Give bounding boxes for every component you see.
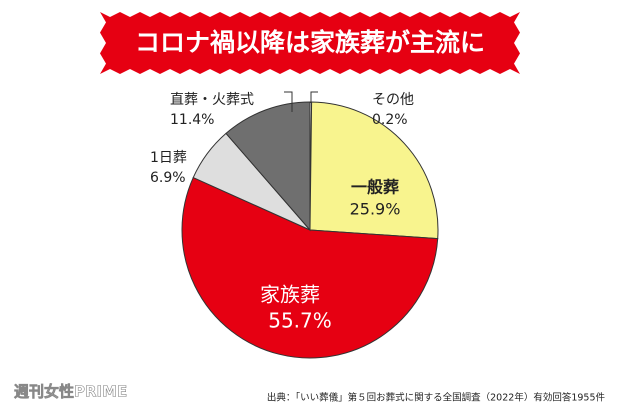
leader-line	[310, 91, 318, 103]
pie-slice	[309, 101, 439, 240]
slice-label: 1日葬	[150, 150, 187, 166]
value-label: 25.9%	[350, 200, 401, 219]
value-label: 0.2%	[372, 112, 408, 128]
title-banner	[100, 12, 520, 74]
pie-slice	[181, 176, 439, 359]
leader-line	[284, 91, 293, 112]
slice-label: 家族葬	[260, 283, 320, 307]
source-note: 出典：「いい葬儀」第５回お葬式に関する全国調査（2022年）有効回答1955件	[267, 392, 606, 404]
slice-label: その他	[372, 92, 414, 108]
chart-title: コロナ禍以降は家族葬が主流に	[135, 28, 485, 57]
watermark: 週刊女性PRIME	[14, 383, 127, 401]
pie-slice	[225, 101, 311, 232]
slice-label: 一般葬	[351, 178, 399, 197]
slice-label: 直葬・火葬式	[170, 91, 254, 108]
value-label: 55.7%	[268, 309, 332, 333]
value-label: 11.4%	[170, 112, 214, 128]
value-label: 6.9%	[150, 170, 186, 186]
